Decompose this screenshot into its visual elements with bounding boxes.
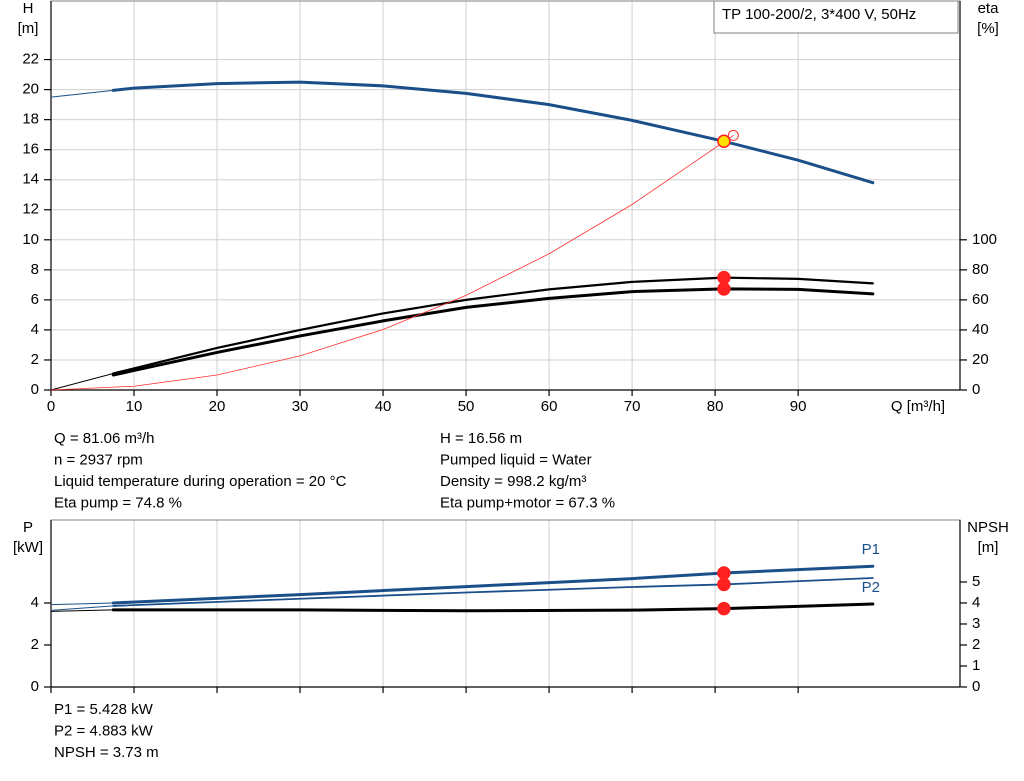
y2-tick-label: 2 bbox=[972, 636, 980, 653]
y2-tick-label: 5 bbox=[972, 573, 980, 590]
y-label: H bbox=[23, 0, 34, 17]
x-tick-label: 50 bbox=[458, 398, 475, 415]
y-label: P bbox=[23, 519, 33, 536]
y2-tick-label: 60 bbox=[972, 291, 989, 308]
y2-tick-label: 3 bbox=[972, 615, 980, 632]
curve bbox=[112, 577, 874, 607]
y-tick-label: 2 bbox=[31, 351, 39, 368]
x-tick-label: 60 bbox=[541, 398, 558, 415]
y-tick-label: 14 bbox=[22, 171, 39, 188]
y-tick-label: 22 bbox=[22, 51, 39, 68]
readout: Eta pump = 74.8 % bbox=[54, 494, 182, 511]
curve bbox=[112, 276, 874, 375]
y-tick-label: 2 bbox=[31, 636, 39, 653]
operating-point bbox=[717, 601, 731, 616]
y-tick-label: 12 bbox=[22, 201, 39, 218]
curve-label: P1 bbox=[862, 541, 880, 558]
readout: Liquid temperature during operation = 20… bbox=[54, 473, 347, 490]
readout: Density = 998.2 kg/m³ bbox=[440, 473, 586, 490]
y2-tick-label: 4 bbox=[972, 594, 980, 611]
readout: n = 2937 rpm bbox=[54, 451, 143, 468]
curve bbox=[50, 89, 114, 98]
y2-tick-label: 80 bbox=[972, 261, 989, 278]
y-tick-label: 4 bbox=[31, 594, 39, 611]
y2-tick-label: 20 bbox=[972, 351, 989, 368]
operating-point bbox=[717, 282, 731, 296]
readout: Pumped liquid = Water bbox=[440, 451, 592, 468]
operating-point bbox=[717, 270, 731, 285]
y-tick-label: 16 bbox=[22, 141, 39, 158]
y2-tick-label: 40 bbox=[972, 321, 989, 338]
x-label: Q [m³/h] bbox=[891, 398, 945, 415]
y-tick-label: 4 bbox=[31, 321, 39, 338]
curve-label: P2 bbox=[862, 579, 880, 596]
operating-point bbox=[727, 129, 739, 141]
operating-point bbox=[717, 134, 731, 149]
y-tick-label: 0 bbox=[31, 678, 39, 695]
y-tick-label: 10 bbox=[22, 231, 39, 248]
y-tick-label: 6 bbox=[31, 291, 39, 308]
y2-tick-label: 0 bbox=[972, 381, 980, 398]
y-unit: [m] bbox=[18, 20, 39, 37]
y2-tick-label: 100 bbox=[972, 231, 997, 248]
x-tick-label: 40 bbox=[375, 398, 392, 415]
y2-label: NPSH bbox=[967, 519, 1009, 536]
readout: Eta pump+motor = 67.3 % bbox=[440, 494, 615, 511]
y2-tick-label: 0 bbox=[972, 678, 980, 695]
curve bbox=[50, 605, 114, 611]
y-tick-label: 18 bbox=[22, 111, 39, 128]
x-tick-label: 80 bbox=[707, 398, 724, 415]
y-unit: [kW] bbox=[13, 539, 43, 556]
y2-label: eta bbox=[978, 0, 1000, 17]
y-tick-label: 8 bbox=[31, 261, 39, 278]
readout: P2 = 4.883 kW bbox=[54, 722, 154, 739]
curve bbox=[50, 372, 114, 391]
curve bbox=[50, 135, 734, 391]
y2-unit: [%] bbox=[977, 20, 999, 37]
curve bbox=[111, 564, 875, 605]
y2-tick-label: 1 bbox=[972, 657, 980, 674]
curve bbox=[50, 609, 114, 612]
y2-unit: [m] bbox=[978, 539, 999, 556]
curve bbox=[111, 287, 875, 377]
x-tick-label: 20 bbox=[209, 398, 226, 415]
readout: NPSH = 3.73 m bbox=[54, 744, 159, 761]
operating-point bbox=[717, 566, 731, 580]
x-tick-label: 0 bbox=[47, 398, 55, 415]
chart-title: TP 100-200/2, 3*400 V, 50Hz bbox=[722, 6, 916, 23]
x-tick-label: 30 bbox=[292, 398, 309, 415]
x-tick-label: 10 bbox=[126, 398, 143, 415]
curve bbox=[111, 80, 875, 185]
readout: H = 16.56 m bbox=[440, 430, 522, 447]
curve bbox=[50, 602, 114, 606]
readout: P1 = 5.428 kW bbox=[54, 701, 154, 718]
operating-point bbox=[717, 577, 731, 592]
y-tick-label: 20 bbox=[22, 81, 39, 98]
title-box bbox=[713, 0, 959, 34]
readout: Q = 81.06 m³/h bbox=[54, 430, 154, 447]
x-tick-label: 90 bbox=[790, 398, 807, 415]
curve bbox=[111, 602, 875, 613]
x-tick-label: 70 bbox=[624, 398, 641, 415]
y-tick-label: 0 bbox=[31, 381, 39, 398]
